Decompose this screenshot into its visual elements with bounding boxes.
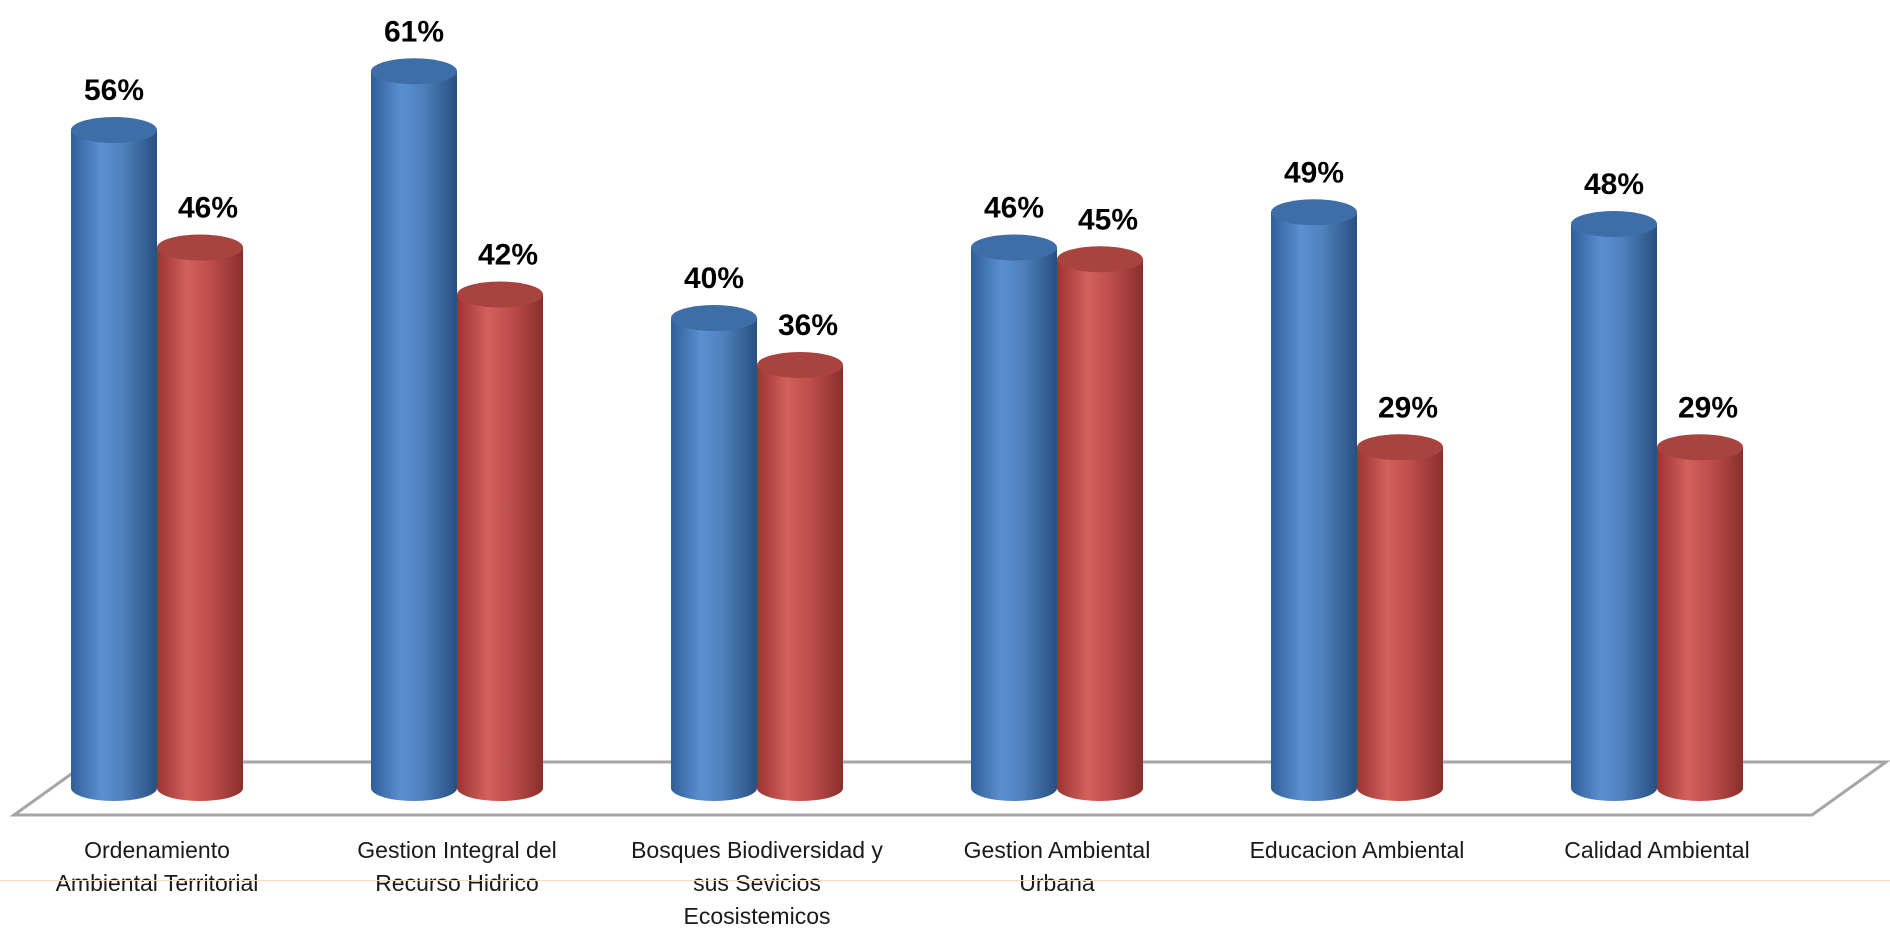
bar-s0-0 [71, 117, 157, 801]
bar-body [1271, 212, 1357, 801]
bar-s0-2 [671, 305, 757, 801]
category-label: Gestion Integral del Recurso Hidrico [357, 837, 557, 896]
value-label: 40% [684, 262, 744, 295]
bar-body [671, 318, 757, 801]
bar-body [971, 247, 1057, 801]
bar-body [457, 294, 543, 801]
category-label: Educacion Ambiental [1249, 837, 1465, 863]
value-label: 48% [1584, 168, 1644, 201]
value-labels-layer: 56% 46% 61% 42% 40% 36% 46% 45% 49% 29% 48% 29% [84, 15, 1738, 424]
bar-body [157, 247, 243, 801]
bottom-divider [0, 880, 1890, 881]
bar-s1-3 [1057, 246, 1143, 801]
bar-top-cap [971, 234, 1057, 261]
bar-top-cap [1571, 211, 1657, 237]
bar-body [371, 71, 457, 801]
bar-body [1657, 447, 1743, 801]
value-label: 49% [1284, 156, 1344, 189]
bar-top-cap [1057, 246, 1143, 273]
value-label: 61% [384, 15, 444, 48]
bar-top-cap [457, 281, 543, 308]
bar-top-cap [671, 305, 757, 331]
bar-body [1571, 224, 1657, 801]
bar-s0-3 [971, 234, 1057, 801]
bar-s1-5 [1657, 434, 1743, 801]
bar-top-cap [1657, 434, 1743, 461]
value-label: 42% [478, 239, 538, 272]
bar-body [1357, 447, 1443, 801]
bar-top-cap [71, 117, 157, 143]
value-label: 36% [778, 309, 838, 342]
category-label: Bosques Biodiversidad y sus Sevicios Ecosi… [631, 837, 883, 929]
bar-top-cap [157, 234, 243, 261]
bar-top-cap [757, 352, 843, 378]
value-label: 29% [1678, 391, 1738, 424]
bar-top-cap [371, 58, 457, 85]
bar-s0-1 [371, 58, 457, 801]
bar-s1-2 [757, 352, 843, 801]
bar-body [1057, 259, 1143, 801]
value-label: 29% [1378, 391, 1438, 424]
bars-layer [71, 58, 1743, 801]
value-label: 46% [178, 192, 238, 225]
bar-s1-0 [157, 234, 243, 801]
value-label: 56% [84, 74, 144, 107]
value-label: 46% [984, 192, 1044, 225]
category-label: Gestion Ambiental Urbana [963, 837, 1151, 896]
bar-top-cap [1271, 199, 1357, 226]
bar-s1-1 [457, 281, 543, 801]
bar-s0-4 [1271, 199, 1357, 801]
category-label: Calidad Ambiental [1564, 837, 1750, 863]
bar-s0-5 [1571, 211, 1657, 801]
bar-body [71, 130, 157, 801]
bar-body [757, 365, 843, 801]
bar-s1-4 [1357, 434, 1443, 801]
value-label: 45% [1078, 203, 1138, 236]
category-label: Ordenamiento Ambiental Territorial [55, 837, 259, 896]
bar-top-cap [1357, 434, 1443, 461]
